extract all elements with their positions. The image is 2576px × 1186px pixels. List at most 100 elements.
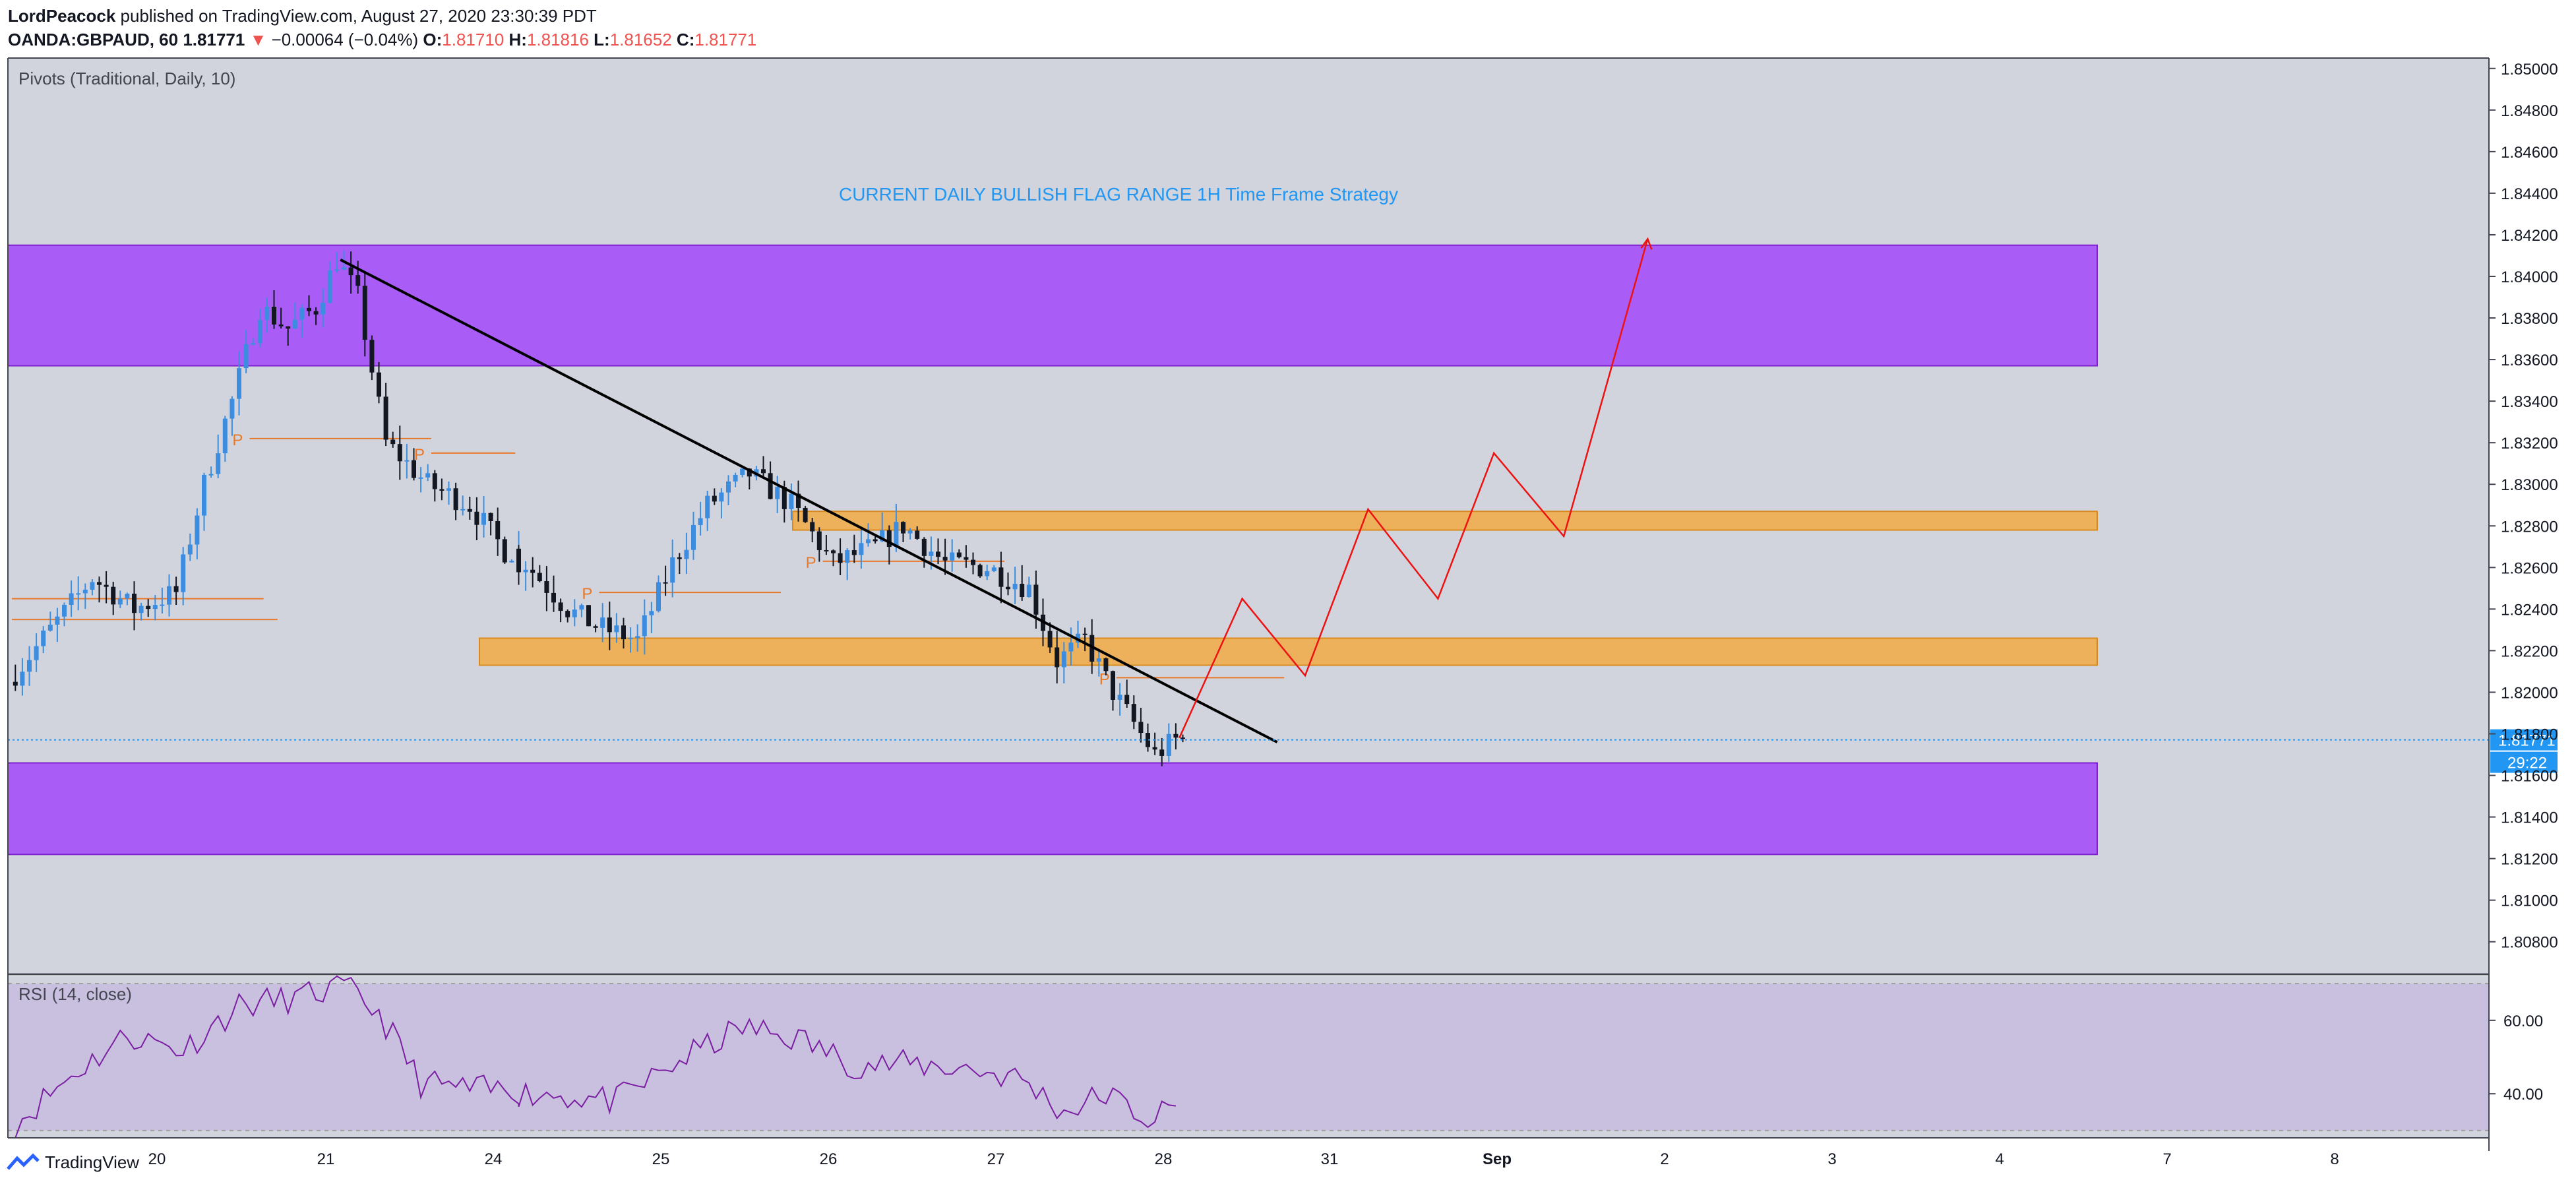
candle-down <box>1055 647 1060 668</box>
low-value: 1.81652 <box>609 30 672 49</box>
candle-up <box>859 543 864 555</box>
candle-down <box>104 584 109 587</box>
candle-up <box>76 593 81 595</box>
y-tick-label: 1.81400 <box>2501 809 2558 827</box>
candle-up <box>670 557 675 583</box>
candle-down <box>1047 631 1053 648</box>
x-tick-label: 24 <box>485 1150 503 1168</box>
author-name[interactable]: LordPeacock <box>8 6 116 26</box>
candle-down <box>369 340 375 373</box>
candle-down <box>824 550 829 552</box>
candle-up <box>509 561 514 563</box>
candle-down <box>621 625 626 640</box>
candle-up <box>251 343 256 345</box>
candle-up <box>195 515 200 545</box>
open-value: 1.81710 <box>442 30 505 49</box>
close-label: C: <box>676 30 695 49</box>
candle-down <box>971 559 975 565</box>
candle-up <box>208 474 214 476</box>
candle-up <box>90 582 95 590</box>
pivot-label: P <box>806 554 816 572</box>
candle-down <box>146 606 151 609</box>
candle-down <box>873 539 878 542</box>
candle-up <box>481 513 486 525</box>
trendline <box>340 258 1278 743</box>
candle-down <box>1152 747 1157 750</box>
candle-down <box>453 488 458 511</box>
candle-up <box>572 609 577 617</box>
y-tick-label: 1.81200 <box>2501 851 2558 869</box>
candle-down <box>1033 584 1039 615</box>
price-tag-label: 1.81771 <box>2498 732 2556 750</box>
candle-down <box>286 326 291 329</box>
candle-down <box>1006 586 1010 590</box>
candle-down <box>1111 671 1115 700</box>
footer-brand: TradingView <box>45 1152 140 1172</box>
pivot-label: P <box>414 446 425 464</box>
candle-up <box>775 487 780 499</box>
pivot-label: P <box>582 585 592 603</box>
candle-down <box>502 539 507 563</box>
candle-up <box>257 320 262 344</box>
rsi-tick-label: 40.00 <box>2503 1086 2543 1104</box>
candle-up <box>579 605 584 610</box>
candle-down <box>1138 722 1144 733</box>
last-price: 1.81771 <box>183 30 245 49</box>
pivot-label: P <box>1099 670 1110 688</box>
candle-up <box>425 473 431 478</box>
candle-down <box>886 530 892 547</box>
y-tick-label: 1.82200 <box>2501 642 2558 660</box>
candle-up <box>292 319 297 329</box>
candle-down <box>278 324 284 327</box>
candle-up <box>222 418 228 454</box>
candle-up <box>705 495 710 518</box>
candle-up <box>691 524 696 550</box>
down-arrow-icon: ▼ <box>249 30 267 49</box>
candle-down <box>565 611 570 617</box>
candle-down <box>111 586 116 605</box>
x-tick-label: 20 <box>148 1150 166 1168</box>
zones-layer <box>7 244 2098 856</box>
candle-down <box>838 553 843 563</box>
annotation-text: CURRENT DAILY BULLISH FLAG RANGE 1H Time… <box>839 184 1398 204</box>
tradingview-logo[interactable]: TradingView <box>7 1148 139 1177</box>
candle-up <box>167 586 171 605</box>
candle-up <box>47 625 53 631</box>
x-tick-label: 31 <box>1321 1150 1339 1168</box>
x-tick-label: 28 <box>1155 1150 1173 1168</box>
supply-zone <box>7 244 2098 367</box>
pivot-label: P <box>232 431 243 449</box>
candle-up <box>635 636 640 639</box>
candle-up <box>327 270 332 303</box>
candle-down <box>1131 704 1136 722</box>
candle-up <box>418 477 423 479</box>
candle-up <box>404 460 410 462</box>
candle-up <box>181 554 186 592</box>
y-tick-label: 1.84200 <box>2501 227 2558 245</box>
candle-up <box>929 551 934 556</box>
rsi-band <box>8 983 2489 1131</box>
candle-down <box>851 550 857 555</box>
candle-up <box>642 615 647 637</box>
rsi-tick-label: 60.00 <box>2503 1013 2543 1030</box>
candle-down <box>355 275 361 286</box>
candle-down <box>747 468 752 477</box>
candle-down <box>677 557 682 559</box>
candle-down <box>803 507 808 522</box>
candle-up <box>216 453 221 474</box>
x-tick-label: 8 <box>2330 1150 2339 1168</box>
candle-up <box>41 631 46 646</box>
candle-up <box>1068 642 1074 652</box>
candle-up <box>1096 658 1101 662</box>
candle-down <box>537 573 542 582</box>
candle-up <box>82 590 88 594</box>
y-tick-label: 1.84400 <box>2501 185 2558 203</box>
axes-layer: 1.85000 1.84800 1.84600 1.84400 1.84200 1.840… <box>7 57 2558 1168</box>
candle-up <box>20 671 25 686</box>
indicator-label: Pivots (Traditional, Daily, 10) <box>18 69 235 88</box>
candle-down <box>586 605 591 627</box>
candle-down <box>1173 733 1179 738</box>
y-tick-label: 1.84600 <box>2501 144 2558 162</box>
candle-down <box>439 489 445 491</box>
